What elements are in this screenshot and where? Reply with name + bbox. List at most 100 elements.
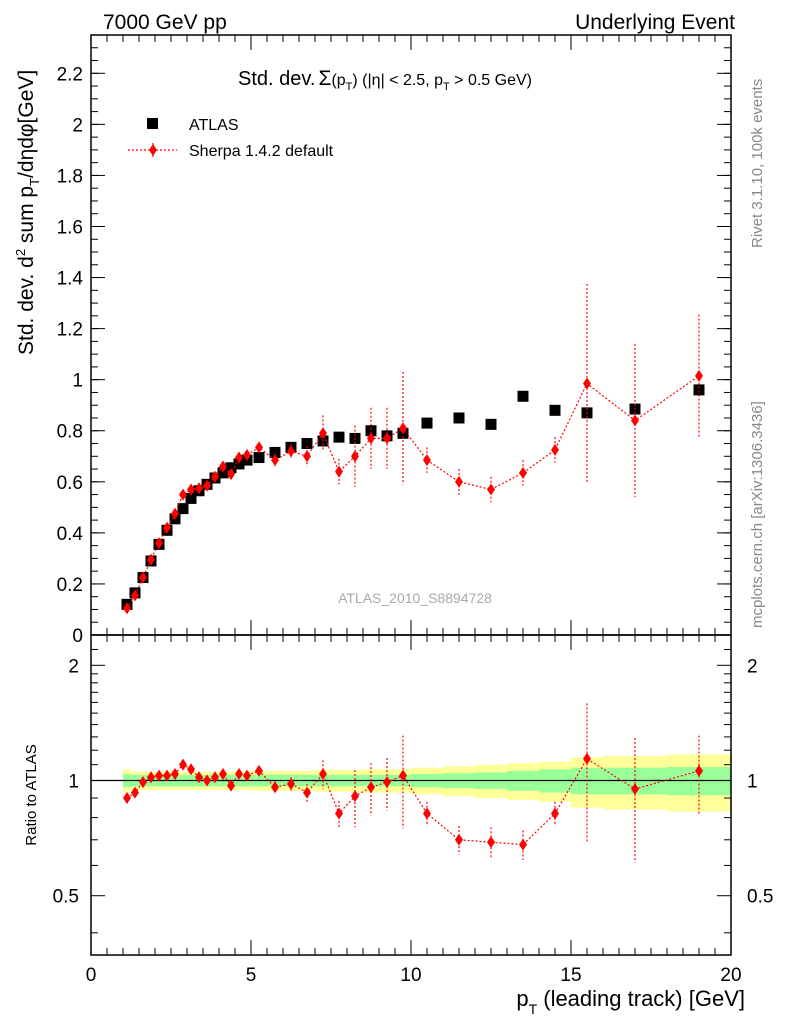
ratio-sherpa-point <box>203 774 211 787</box>
ratio-y-tick-label-right: 2 <box>747 656 758 677</box>
ratio-sherpa-point <box>367 781 375 794</box>
sherpa-point <box>399 422 407 435</box>
x-tick-label: 10 <box>400 965 421 986</box>
ratio-y-axis-ticks: 0.5 0.5 1 1 2 2 <box>53 648 773 934</box>
mcplots-credit-text: mcplots.cern.ch [arXiv:1306.3436] <box>749 401 766 628</box>
ratio-sherpa-point <box>399 769 407 782</box>
main-y-axis-label: Std. dev. d2 sum pT/dηdφ[GeV] <box>13 70 42 355</box>
atlas-point <box>333 431 345 443</box>
ratio-sherpa-point <box>139 776 147 789</box>
sherpa-point <box>487 483 495 496</box>
sherpa-point <box>255 441 263 454</box>
ratio-sherpa-point <box>123 792 131 805</box>
atlas-point <box>421 417 433 429</box>
ratio-y-tick-label: 2 <box>68 656 79 677</box>
sherpa-point <box>203 479 211 492</box>
legend-sherpa-label: Sherpa 1.4.2 default <box>189 143 334 160</box>
ratio-sherpa-point <box>303 786 311 799</box>
atlas-point <box>485 418 497 430</box>
sherpa-point <box>455 475 463 488</box>
ratio-x-axis-ticks: 0 5 10 15 20 <box>86 635 742 986</box>
sherpa-point <box>351 450 359 463</box>
x-tick-label: 5 <box>246 965 257 986</box>
ratio-sherpa-point <box>287 777 295 790</box>
legend-atlas-marker <box>147 118 158 129</box>
sherpa-point <box>155 537 163 550</box>
ratio-sherpa-point <box>171 767 179 780</box>
atlas-point <box>177 503 189 515</box>
ratio-sherpa-point <box>131 786 139 799</box>
ratio-sherpa-point <box>195 771 203 784</box>
ratio-y-axis-label: Ratio to ATLAS <box>23 744 40 845</box>
ratio-plot-panel: 0.5 0.5 1 1 2 2 0 5 10 15 20 Ratio to ATLAS pT (l… <box>23 634 773 1017</box>
sherpa-series <box>123 283 703 615</box>
ratio-sherpa-point <box>319 767 327 780</box>
atlas-point <box>233 458 245 470</box>
sherpa-point <box>519 466 527 479</box>
main-x-axis-ticks <box>90 35 732 635</box>
ratio-sherpa-point <box>147 771 155 784</box>
sherpa-point <box>171 507 179 520</box>
sherpa-point <box>303 450 311 463</box>
atlas-point <box>453 412 465 424</box>
legend: ATLAS Sherpa 1.4.2 default <box>128 117 334 160</box>
sherpa-point <box>195 482 203 495</box>
ratio-sherpa-point <box>243 769 251 782</box>
ratio-sherpa-point <box>519 838 527 851</box>
sherpa-point <box>695 369 703 382</box>
main-y-tick-label: 0 <box>72 626 83 647</box>
ratio-sherpa-point <box>255 764 263 777</box>
main-y-tick-label: 0.4 <box>57 524 84 545</box>
ratio-sherpa-point <box>211 771 219 784</box>
ratio-sherpa-point <box>695 764 703 777</box>
sherpa-point <box>319 427 327 440</box>
ratio-sherpa-point <box>271 781 279 794</box>
sherpa-point <box>131 589 139 602</box>
x-axis-label: pT (leading track) [GeV] <box>516 986 745 1017</box>
sherpa-point <box>423 454 431 467</box>
sherpa-line <box>126 375 700 609</box>
ratio-sherpa-point <box>155 769 163 782</box>
ratio-sherpa-point <box>455 833 463 846</box>
ratio-sherpa-point <box>583 752 591 765</box>
sherpa-point <box>227 468 235 481</box>
main-y-tick-label: 0.2 <box>57 575 83 596</box>
ratio-sherpa-point <box>235 767 243 780</box>
sherpa-point <box>163 521 171 534</box>
ratio-plot-frame <box>90 634 732 956</box>
ratio-y-tick-label: 0.5 <box>53 887 79 908</box>
main-y-tick-label: 2 <box>72 115 83 136</box>
sherpa-point <box>551 443 559 456</box>
sherpa-point <box>383 432 391 445</box>
ratio-sherpa-point <box>631 783 639 796</box>
x-tick-label: 15 <box>560 965 581 986</box>
sherpa-point <box>367 432 375 445</box>
atlas-point <box>549 404 561 416</box>
rivet-version-text: Rivet 3.1.10, 100k events <box>749 79 766 248</box>
ratio-sherpa-point <box>179 758 187 771</box>
ratio-sherpa-point <box>227 779 235 792</box>
legend-atlas-label: ATLAS <box>189 117 239 134</box>
ratio-sherpa-point <box>383 776 391 789</box>
legend-entry-atlas: ATLAS <box>147 117 239 134</box>
atlas-point <box>517 390 529 402</box>
ratio-y-tick-label-right: 0.5 <box>747 887 773 908</box>
atlas-point <box>185 492 197 504</box>
atlas-point <box>693 384 705 396</box>
main-y-tick-label: 1.2 <box>57 320 83 341</box>
atlas-point <box>301 438 313 450</box>
ratio-sherpa-line <box>126 757 700 846</box>
sherpa-point <box>631 414 639 427</box>
sherpa-point <box>335 465 343 478</box>
sherpa-point <box>187 483 195 496</box>
ratio-sherpa-point <box>219 767 227 780</box>
main-plot-panel: 0 0.2 0.4 0.6 0.8 1 1.2 1.4 1.6 1.8 2 2.2 Std. dev.… <box>13 34 732 647</box>
legend-entry-sherpa: Sherpa 1.4.2 default <box>128 143 334 160</box>
main-y-tick-label: 1.8 <box>57 166 83 187</box>
sherpa-point <box>147 553 155 566</box>
ratio-y-tick-label: 1 <box>68 772 79 793</box>
sherpa-point <box>179 488 187 501</box>
sherpa-point <box>287 445 295 458</box>
atlas-point <box>365 425 377 437</box>
